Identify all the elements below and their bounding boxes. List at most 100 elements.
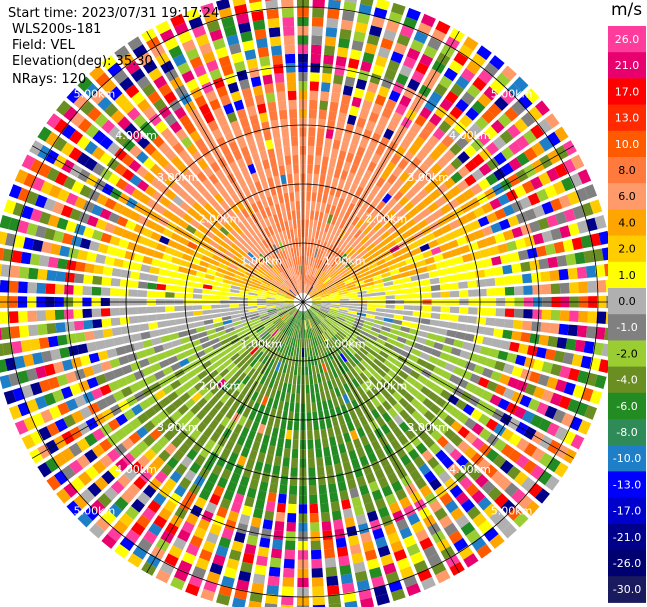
velocity-gate <box>254 132 264 143</box>
velocity-gate <box>202 190 213 202</box>
velocity-gate <box>251 370 260 381</box>
velocity-gate <box>349 543 362 555</box>
velocity-gate <box>339 241 348 251</box>
velocity-gate <box>398 370 409 380</box>
velocity-gate <box>458 44 474 59</box>
velocity-gate <box>427 135 440 148</box>
velocity-gate <box>129 210 141 222</box>
velocity-gate <box>375 416 386 427</box>
velocity-gate <box>330 299 340 302</box>
velocity-gate <box>449 282 459 290</box>
velocity-gate <box>183 311 194 317</box>
velocity-gate <box>287 420 293 431</box>
velocity-gate <box>47 376 60 390</box>
velocity-gate <box>400 271 411 278</box>
velocity-gate <box>423 410 436 422</box>
velocity-gate <box>515 238 527 250</box>
velocity-gate <box>264 387 272 398</box>
velocity-gate <box>373 279 384 285</box>
velocity-gate <box>437 328 448 336</box>
velocity-gate <box>281 313 289 320</box>
velocity-gate <box>429 91 443 105</box>
velocity-gate <box>367 296 377 300</box>
velocity-gate <box>350 368 359 378</box>
velocity-gate <box>182 213 193 224</box>
velocity-gate <box>348 292 358 296</box>
velocity-gate <box>223 567 237 579</box>
velocity-gate <box>341 10 355 22</box>
velocity-gate <box>287 513 297 523</box>
velocity-gate <box>184 398 196 409</box>
velocity-gate <box>202 289 212 295</box>
velocity-gate <box>148 522 163 537</box>
velocity-gate <box>375 536 388 549</box>
velocity-gate <box>309 256 314 267</box>
velocity-gate <box>413 455 426 468</box>
velocity-gate <box>303 274 305 284</box>
velocity-gate <box>409 369 421 380</box>
velocity-gate <box>249 591 263 603</box>
velocity-gate <box>184 122 197 135</box>
velocity-gate <box>251 441 261 452</box>
velocity-gate <box>287 306 296 313</box>
velocity-gate <box>473 334 484 344</box>
velocity-gate <box>177 429 189 442</box>
velocity-gate <box>267 492 277 503</box>
velocity-gate <box>207 333 218 341</box>
velocity-gate <box>261 395 269 406</box>
velocity-gate <box>396 386 408 397</box>
velocity-gate <box>249 1 263 13</box>
velocity-gate <box>308 287 315 295</box>
velocity-gate <box>361 344 371 352</box>
velocity-gate <box>309 337 314 348</box>
velocity-gate <box>385 304 395 309</box>
velocity-gate <box>349 410 358 421</box>
velocity-gate <box>253 234 261 244</box>
velocity-gate <box>186 448 198 461</box>
velocity-gate <box>394 309 404 315</box>
velocity-gate <box>209 29 223 42</box>
velocity-gate <box>184 280 195 287</box>
velocity-gate <box>459 476 473 490</box>
velocity-gate <box>506 124 521 139</box>
velocity-gate <box>290 277 295 286</box>
velocity-gate <box>410 551 425 565</box>
velocity-gate <box>183 169 195 182</box>
colorbar-tick-label: 17.0 <box>615 85 640 98</box>
velocity-gate <box>259 112 269 123</box>
velocity-gate <box>329 157 337 168</box>
velocity-gate <box>316 192 323 203</box>
velocity-gate <box>375 312 385 317</box>
velocity-gate <box>320 202 326 213</box>
velocity-gate <box>462 188 475 201</box>
velocity-gate <box>325 390 332 401</box>
velocity-gate <box>283 335 289 345</box>
velocity-gate <box>455 75 470 90</box>
velocity-gate <box>272 54 283 65</box>
velocity-gate <box>391 229 402 239</box>
velocity-gate <box>143 420 156 433</box>
velocity-gate <box>307 145 315 156</box>
velocity-gate <box>418 463 431 476</box>
velocity-gate <box>244 496 255 508</box>
velocity-gate <box>532 309 542 320</box>
velocity-gate <box>374 283 385 289</box>
velocity-gate <box>447 239 459 249</box>
velocity-gate <box>477 132 491 146</box>
velocity-gate <box>231 379 241 390</box>
velocity-gate <box>54 171 68 186</box>
velocity-gate <box>347 391 356 402</box>
velocity-gate <box>327 214 334 224</box>
velocity-gate <box>421 286 432 292</box>
velocity-gate <box>41 350 53 363</box>
velocity-gate <box>310 63 321 73</box>
velocity-gate <box>194 321 205 328</box>
velocity-gate <box>108 464 122 479</box>
velocity-gate <box>368 111 380 124</box>
velocity-gate <box>144 407 157 419</box>
velocity-gate <box>348 265 358 273</box>
velocity-gate <box>266 397 274 408</box>
velocity-gate <box>417 374 428 385</box>
velocity-gate <box>261 472 271 483</box>
velocity-gate <box>257 46 270 58</box>
